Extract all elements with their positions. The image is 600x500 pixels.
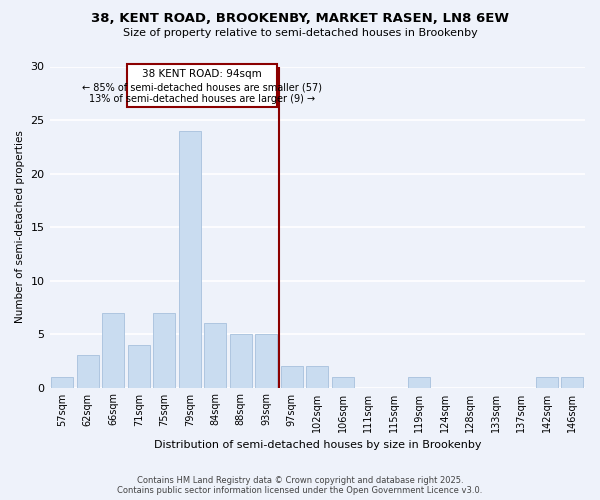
Bar — [409, 377, 430, 388]
Text: 38 KENT ROAD: 94sqm: 38 KENT ROAD: 94sqm — [142, 69, 262, 79]
Text: ← 85% of semi-detached houses are smaller (57): ← 85% of semi-detached houses are smalle… — [82, 82, 322, 92]
Bar — [52, 377, 73, 388]
Bar — [154, 312, 175, 388]
Bar — [562, 377, 583, 388]
X-axis label: Distribution of semi-detached houses by size in Brookenby: Distribution of semi-detached houses by … — [154, 440, 481, 450]
Bar — [77, 356, 98, 388]
Bar — [536, 377, 557, 388]
Text: Size of property relative to semi-detached houses in Brookenby: Size of property relative to semi-detach… — [122, 28, 478, 38]
Bar — [179, 130, 200, 388]
Bar — [103, 312, 124, 388]
Y-axis label: Number of semi-detached properties: Number of semi-detached properties — [15, 130, 25, 324]
Text: 38, KENT ROAD, BROOKENBY, MARKET RASEN, LN8 6EW: 38, KENT ROAD, BROOKENBY, MARKET RASEN, … — [91, 12, 509, 26]
Bar — [332, 377, 353, 388]
Text: Contains HM Land Registry data © Crown copyright and database right 2025.
Contai: Contains HM Land Registry data © Crown c… — [118, 476, 482, 495]
Bar — [205, 324, 226, 388]
Bar — [281, 366, 302, 388]
Bar — [307, 366, 328, 388]
Bar — [230, 334, 251, 388]
Text: 13% of semi-detached houses are larger (9) →: 13% of semi-detached houses are larger (… — [89, 94, 315, 104]
FancyBboxPatch shape — [127, 64, 277, 107]
Bar — [128, 344, 149, 388]
Bar — [256, 334, 277, 388]
